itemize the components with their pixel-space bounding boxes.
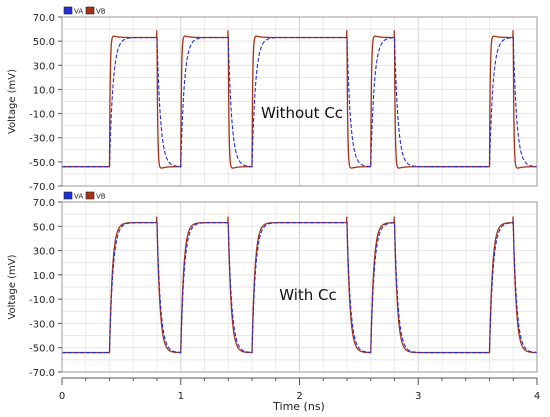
plot-frame [61,201,538,373]
panels-group: 70.0 50.0 30.0 10.0 -10.0 -30.0 -50.0 -70.0 Volt… [7,6,538,379]
y-tick-label: 70.0 [33,198,55,209]
y-tick-label: -30.0 [29,319,55,330]
y-tick-label: 30.0 [33,247,55,258]
y-axis-label: Voltage (mV) [7,254,18,319]
legend: VA VB [63,191,106,201]
y-tick-label: 50.0 [33,222,55,233]
series-line-va [62,221,538,354]
legend-swatch-va [63,6,73,15]
gridlines [61,16,538,187]
y-tick-label: -10.0 [29,110,55,121]
y-tick-label: 10.0 [33,271,55,282]
x-tick-label: 1 [178,391,184,402]
series-group [62,216,538,354]
y-tick-label: -30.0 [29,134,55,145]
y-tick-label: 70.0 [33,13,55,24]
legend-label-vb: VB [96,193,106,201]
chart-panel-1: 70.0 50.0 30.0 10.0 -10.0 -30.0 -50.0 -70.0 Volt… [7,6,538,193]
x-tick-label: 4 [534,391,540,402]
y-tick-label: 30.0 [33,61,55,72]
legend: VA VB [63,6,106,16]
y-tick-label: -70.0 [29,182,55,193]
x-axis-label: Time (ns) [272,400,325,413]
chart-panel-2: 70.0 50.0 30.0 10.0 -10.0 -30.0 -50.0 -70.0 Volt… [7,191,538,379]
x-axis: 0 1 2 3 4 [59,377,540,402]
y-axis: 70.0 50.0 30.0 10.0 -10.0 -30.0 -50.0 -70.0 [29,198,62,379]
legend-swatch-va [63,191,73,200]
legend-swatch-vb [85,6,95,15]
y-axis-label: Voltage (mV) [7,69,18,134]
legend-swatch-vb [85,191,95,200]
x-tick-label: 2 [296,391,302,402]
y-tick-label: -50.0 [29,158,55,169]
legend-label-va: VA [74,193,83,201]
y-tick-label: 50.0 [33,37,55,48]
legend-label-vb: VB [96,8,106,16]
y-tick-label: -10.0 [29,295,55,306]
plot-frame [61,16,538,187]
panel-annotation: Without Cc [261,104,343,122]
x-tick-label: 3 [415,391,421,402]
y-tick-label: -50.0 [29,344,55,355]
series-line-va [62,36,538,168]
x-tick-label: 0 [59,391,65,402]
y-axis: 70.0 50.0 30.0 10.0 -10.0 -30.0 -50.0 -70.0 [29,13,62,193]
panel-annotation: With Cc [279,286,337,304]
y-tick-label: 10.0 [33,85,55,96]
y-tick-label: -70.0 [29,368,55,379]
series-group [62,30,538,169]
legend-label-va: VA [74,8,83,16]
